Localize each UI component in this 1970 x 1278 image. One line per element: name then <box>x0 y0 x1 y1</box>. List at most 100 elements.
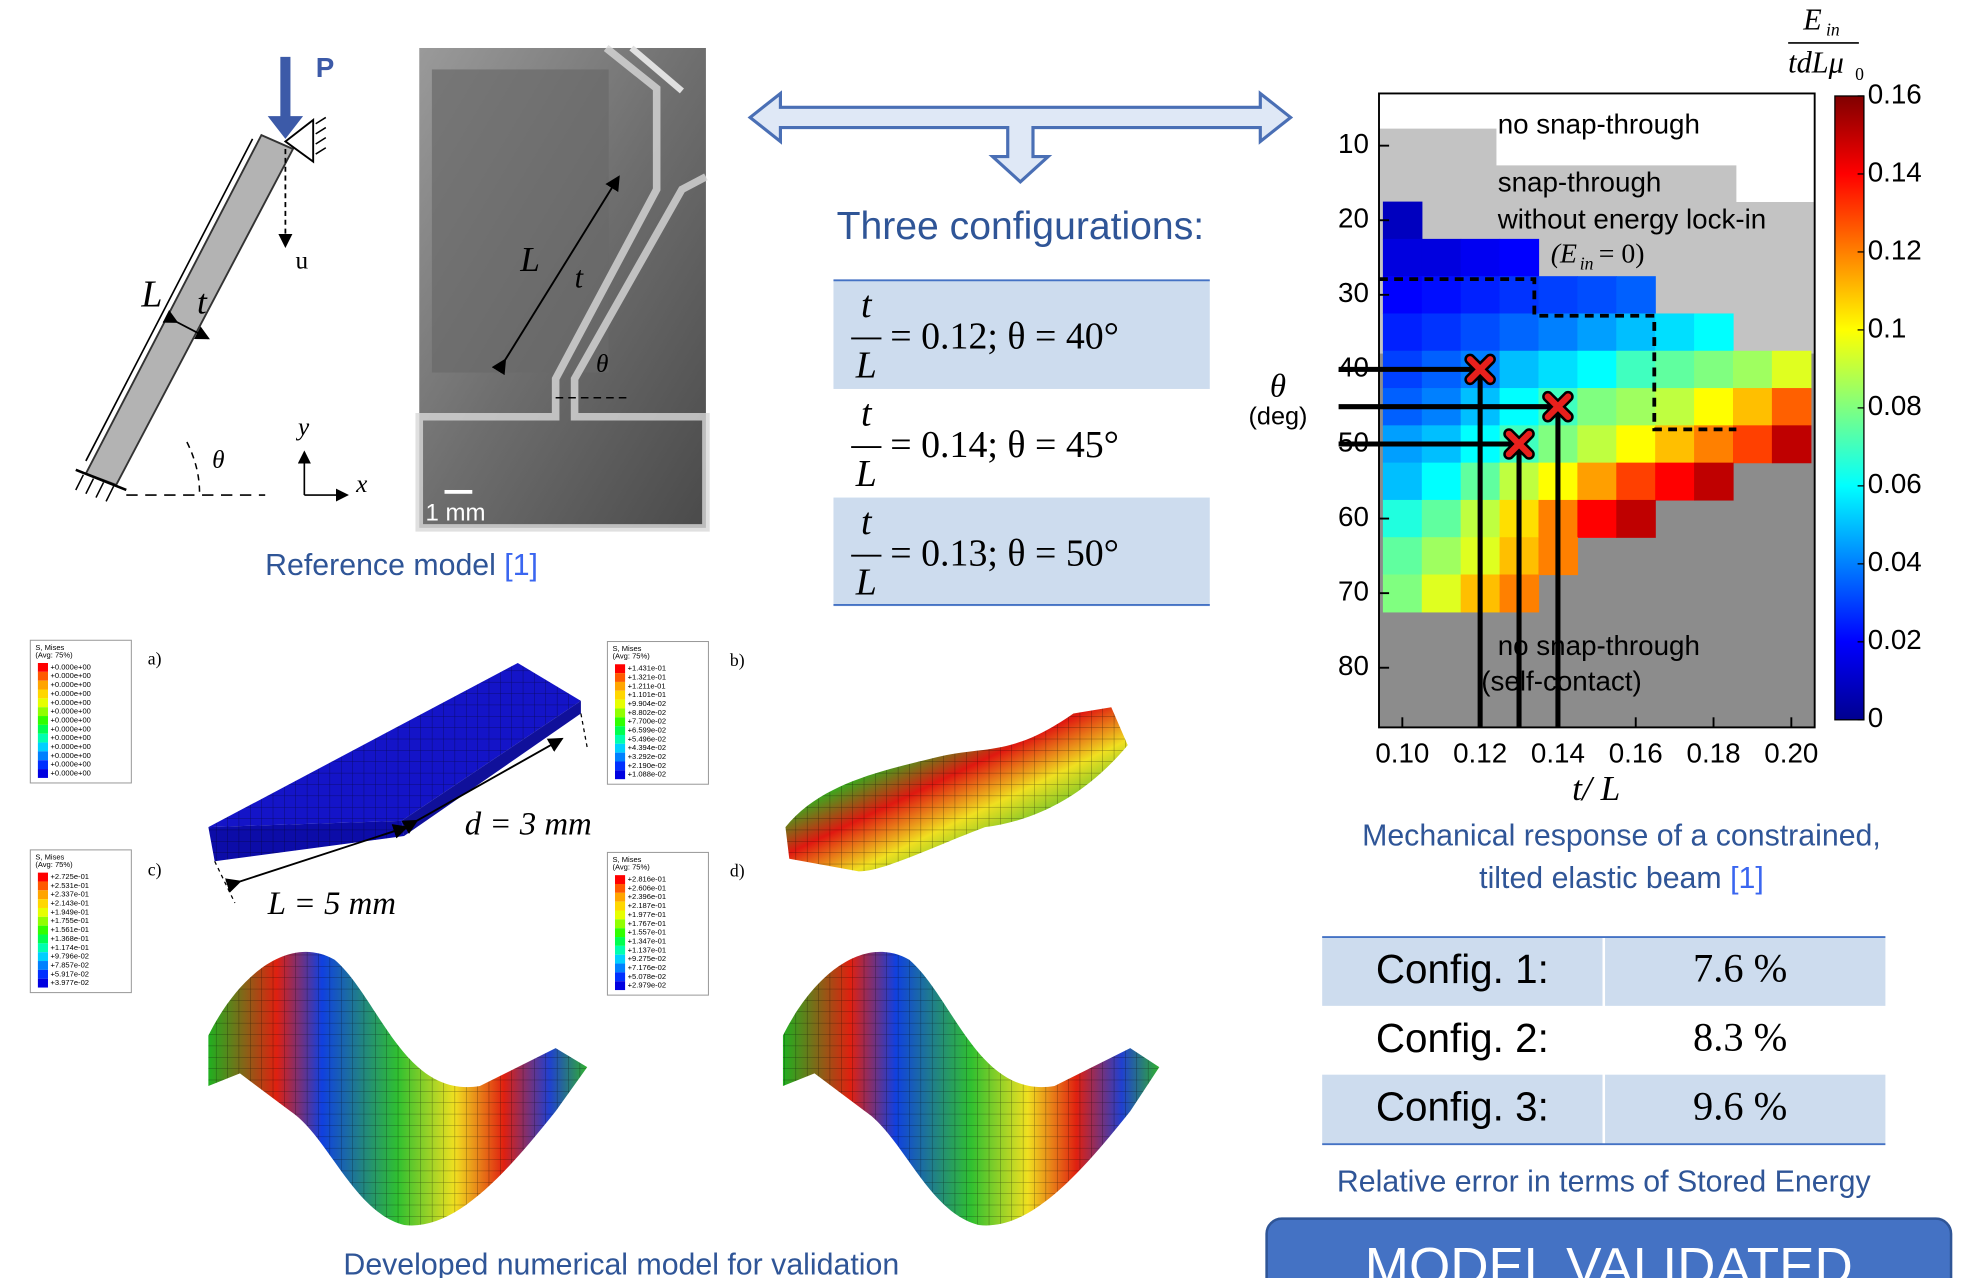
marker <box>1470 359 1490 379</box>
legend-title: (Avg: 75%) <box>35 650 73 659</box>
status-button[interactable]: MODEL VALIDATED <box>1267 1219 1951 1278</box>
legend-title: (Avg: 75%) <box>35 860 73 869</box>
legend-value: +9.796e-02 <box>51 952 89 961</box>
legend-value: +6.599e-02 <box>628 726 666 735</box>
axis-y-label: y <box>295 413 310 441</box>
button-label[interactable]: MODEL VALIDATED <box>1365 1237 1853 1278</box>
legend-swatch <box>615 884 625 893</box>
photo-length-label: L <box>519 239 540 279</box>
legend-swatch <box>38 769 48 778</box>
legend-value: +2.190e-02 <box>628 761 666 770</box>
colorbar-tick-label: 0.14 <box>1868 156 1922 187</box>
heat-cell <box>1616 425 1656 463</box>
legend-swatch <box>38 672 48 681</box>
heat-cell <box>1694 313 1734 351</box>
heat-cell <box>1422 276 1462 314</box>
legend-value: +8.802e-02 <box>628 708 666 717</box>
legend-value: +1.977e-01 <box>628 910 666 919</box>
y-tick-label: 80 <box>1338 650 1369 681</box>
y-tick-label: 10 <box>1338 128 1369 159</box>
caption: Reference model [1] <box>265 549 538 582</box>
heat-cell <box>1655 313 1695 351</box>
y-tick-label: 50 <box>1338 426 1369 457</box>
heat-cell <box>1772 388 1812 426</box>
caption-text: Reference model <box>265 549 496 582</box>
legend-swatch <box>615 708 625 717</box>
legend-value: +3.292e-02 <box>628 752 666 761</box>
colorbar-num: E <box>1802 3 1822 37</box>
legend-swatch <box>38 734 48 743</box>
fraction-num: t <box>861 392 873 434</box>
x-tick-label: 0.20 <box>1764 738 1818 769</box>
x-tick-label: 0.12 <box>1453 738 1507 769</box>
legend-value: +2.606e-01 <box>628 883 666 892</box>
heat-cell <box>1733 388 1773 426</box>
legend-swatch <box>38 935 48 944</box>
legend-swatch <box>615 893 625 902</box>
legend-swatch <box>38 979 48 988</box>
colorbar-tick-label: 0.08 <box>1868 390 1922 421</box>
annotation: without energy lock-in <box>1497 203 1767 234</box>
heat-cell <box>1616 351 1656 389</box>
legend-value: +1.557e-01 <box>628 928 666 937</box>
colorbar-tick-label: 0.02 <box>1868 624 1922 655</box>
legend-value: +9.275e-02 <box>628 954 666 963</box>
heat-cell <box>1538 313 1578 351</box>
legend-swatch <box>38 908 48 917</box>
legend-value: +2.187e-01 <box>628 901 666 910</box>
legend-value: +1.767e-01 <box>628 919 666 928</box>
legend-value: +0.000e+00 <box>51 724 91 733</box>
legend-swatch <box>38 760 48 769</box>
legend-swatch <box>38 873 48 882</box>
config-title: Three configurations: <box>837 205 1205 248</box>
heat-cell <box>1577 425 1617 463</box>
heat-cell <box>1461 276 1501 314</box>
legend-value: +5.917e-02 <box>51 969 89 978</box>
legend-value: +0.000e+00 <box>51 689 91 698</box>
config-text: = 0.14; θ = 45° <box>890 424 1119 466</box>
legend-swatch <box>38 663 48 672</box>
legend-swatch <box>615 682 625 691</box>
config-text: = 0.12; θ = 40° <box>890 315 1119 357</box>
fem-a <box>208 663 587 903</box>
legend-swatch <box>38 961 48 970</box>
y-tick-label: 20 <box>1338 203 1369 234</box>
x-tick-label: 0.16 <box>1609 738 1663 769</box>
config-name: Config. 3: <box>1376 1084 1549 1130</box>
legend-value: +0.000e+00 <box>51 733 91 742</box>
legend-value: +5.078e-02 <box>628 972 666 981</box>
heat-cell <box>1577 388 1617 426</box>
error-caption: Relative error in terms of Stored Energy <box>1337 1165 1872 1198</box>
heat-cell <box>1577 313 1617 351</box>
legend-value: +1.174e-01 <box>51 943 89 952</box>
heat-cell <box>1655 388 1695 426</box>
experiment-photo <box>419 48 706 528</box>
heat-cell <box>1383 313 1423 351</box>
legend-swatch <box>615 726 625 735</box>
legend-swatch <box>615 937 625 946</box>
heat-cell <box>1422 239 1462 277</box>
dim-l: L = 5 mm <box>267 886 396 922</box>
legend-value: +5.496e-02 <box>628 734 666 743</box>
thickness-label: t <box>197 282 208 322</box>
config-name: Config. 2: <box>1376 1015 1549 1061</box>
legend-value: +1.755e-01 <box>51 916 89 925</box>
legend-swatch <box>615 673 625 682</box>
legend-swatch <box>615 919 625 928</box>
legend-swatch <box>615 691 625 700</box>
arrow <box>750 93 1290 181</box>
legend-value: +0.000e+00 <box>51 715 91 724</box>
heat-cell <box>1577 276 1617 314</box>
disp-label: u <box>296 246 309 274</box>
legend-swatch <box>38 917 48 926</box>
legend-swatch <box>38 725 48 734</box>
colorbar-den-sub: 0 <box>1855 64 1864 84</box>
legend-swatch <box>615 664 625 673</box>
legend-swatch <box>615 753 625 762</box>
fem-c <box>208 952 587 1226</box>
heat-cell <box>1616 388 1656 426</box>
load-label: P <box>316 52 335 83</box>
panel-label: c) <box>148 859 162 879</box>
heat-cell <box>1616 313 1656 351</box>
